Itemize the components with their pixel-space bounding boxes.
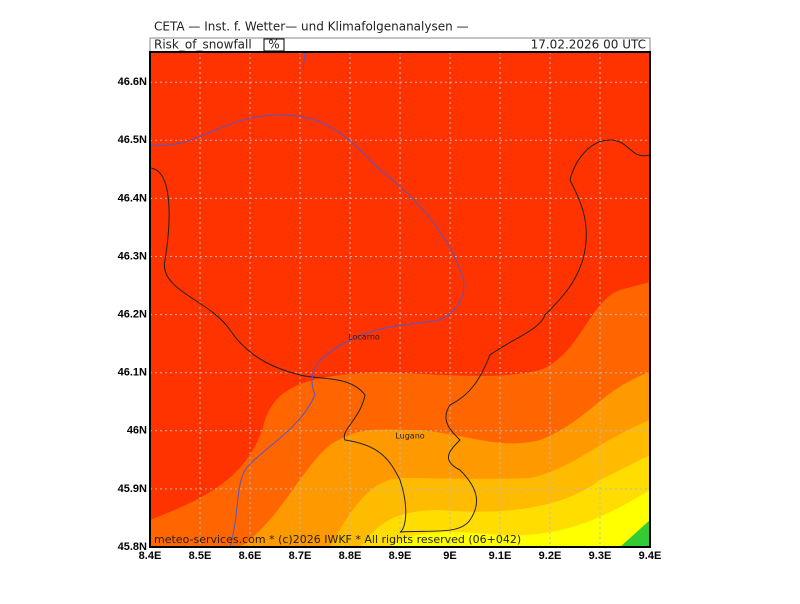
- x-tick-label: 8.5E: [189, 550, 212, 562]
- boundaries: [149, 51, 651, 548]
- contour-band: [390, 490, 650, 547]
- border-line: [149, 139, 651, 533]
- lake-shore: [149, 114, 465, 548]
- contours: [150, 52, 650, 547]
- grid: [149, 52, 651, 548]
- place-label: Lugano: [395, 432, 424, 441]
- valid-time: 17.02.2026 00 UTC: [531, 38, 646, 52]
- x-tick-label: 8.9E: [389, 550, 412, 562]
- x-tick-label: 9.3E: [589, 550, 612, 562]
- y-tick-label: 45.8N: [118, 541, 147, 553]
- contour-band: [620, 520, 650, 547]
- variable-name: Risk_of_snowfall: [154, 38, 252, 52]
- x-tick-label: 9.4E: [639, 550, 662, 562]
- x-tick-label: 8.8E: [339, 550, 362, 562]
- x-tick-label: 8.6E: [239, 550, 262, 562]
- contour-band: [360, 455, 650, 547]
- y-tick-label: 46.4N: [118, 192, 147, 204]
- y-tick-label: 46.3N: [118, 250, 147, 262]
- source-title: CETA — Inst. f. Wetter— und Klimafolgena…: [154, 20, 469, 34]
- y-tick-label: 46.1N: [118, 367, 147, 379]
- x-tick-label: 9.2E: [539, 550, 562, 562]
- x-tick-label: 9E: [443, 550, 456, 562]
- y-tick-label: 46.6N: [118, 76, 147, 88]
- unit: %: [268, 38, 279, 52]
- y-tick-label: 46.5N: [118, 134, 147, 146]
- x-tick-label: 8.7E: [289, 550, 312, 562]
- map-frame: [149, 51, 651, 548]
- x-tick-label: 9.1E: [489, 550, 512, 562]
- y-tick-label: 46N: [127, 425, 147, 437]
- y-tick-label: 46.2N: [118, 309, 147, 321]
- y-tick-label: 45.9N: [118, 483, 147, 495]
- footer: meteo-services.com * (c)2026 IWKF * All …: [154, 533, 521, 546]
- river: [302, 51, 306, 71]
- place-label: Locarno: [348, 333, 380, 342]
- x-tick-label: 8.4E: [139, 550, 162, 562]
